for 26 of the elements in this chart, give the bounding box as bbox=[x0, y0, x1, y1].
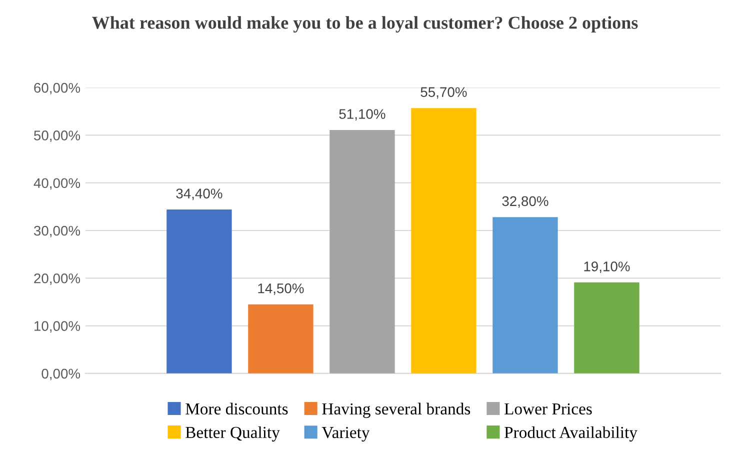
data-label: 51,10% bbox=[339, 109, 386, 121]
chart-title: What reason would make you to be a loyal customer? Choose 2 options bbox=[92, 16, 638, 33]
y-tick-label: 0,00% bbox=[42, 368, 80, 380]
bar bbox=[411, 108, 476, 374]
legend-label: Lower Prices bbox=[504, 403, 592, 415]
data-label: 19,10% bbox=[584, 262, 630, 273]
data-label: 34,40% bbox=[176, 188, 222, 200]
legend-label: More discounts bbox=[186, 402, 288, 415]
legend-label: Variety bbox=[322, 426, 370, 442]
data-label: 55,70% bbox=[420, 87, 467, 99]
y-tick-label: 50,00% bbox=[34, 130, 80, 142]
y-tick-label: 10,00% bbox=[34, 321, 80, 333]
y-tick-label: 30,00% bbox=[34, 226, 80, 238]
bar bbox=[166, 210, 232, 374]
y-tick-label: 20,00% bbox=[34, 273, 80, 285]
y-tick-label: 60,00% bbox=[34, 82, 80, 94]
legend-label: Better Quality bbox=[186, 426, 280, 442]
bar bbox=[492, 217, 558, 374]
y-tick-label: 40,00% bbox=[34, 178, 80, 190]
legend-label: Product Availability bbox=[504, 426, 638, 442]
bar bbox=[574, 282, 640, 374]
data-label: 32,80% bbox=[502, 196, 548, 208]
legend-label: Having several brands bbox=[322, 402, 470, 418]
data-label: 14,50% bbox=[258, 283, 304, 295]
bar bbox=[248, 304, 314, 374]
bar bbox=[330, 130, 395, 374]
